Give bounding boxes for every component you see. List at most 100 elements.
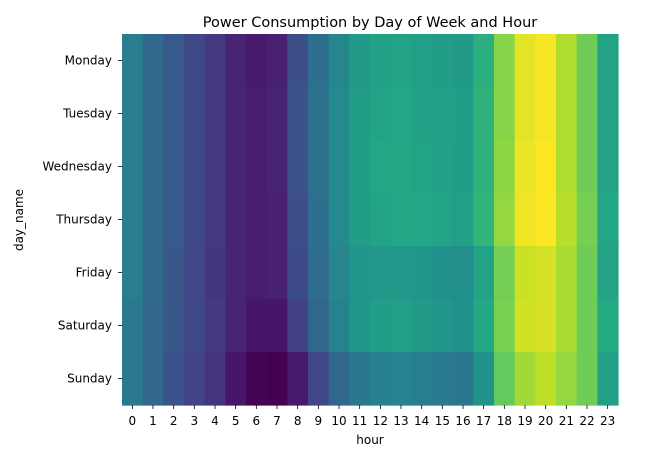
- x-tick-label: 21: [559, 414, 574, 428]
- heatmap-cell-thursday-20: [535, 193, 557, 247]
- x-tick-label: 2: [170, 414, 178, 428]
- heatmap-cell-thursday-18: [494, 193, 516, 247]
- heatmap-cell-tuesday-20: [535, 87, 557, 141]
- heatmap-cell-wednesday-16: [452, 140, 474, 194]
- heatmap-cell-sunday-5: [225, 352, 247, 406]
- heatmap-cell-monday-7: [266, 34, 288, 88]
- heatmap-cell-friday-22: [576, 246, 598, 300]
- heatmap-cell-sunday-17: [473, 352, 495, 406]
- x-tick-label: 12: [373, 414, 388, 428]
- heatmap-cell-thursday-17: [473, 193, 495, 247]
- heatmap-cell-saturday-21: [556, 299, 578, 353]
- heatmap-cell-sunday-15: [432, 352, 454, 406]
- heatmap-cell-saturday-23: [597, 299, 619, 353]
- heatmap-cell-wednesday-11: [349, 140, 371, 194]
- heatmap-cell-friday-5: [225, 246, 247, 300]
- x-tick-label: 0: [129, 414, 137, 428]
- heatmap-cell-wednesday-23: [597, 140, 619, 194]
- heatmap-cell-tuesday-5: [225, 87, 247, 141]
- heatmap-cell-friday-18: [494, 246, 516, 300]
- heatmap-cell-thursday-19: [514, 193, 536, 247]
- x-tick-label: 23: [600, 414, 615, 428]
- heatmap-cell-saturday-22: [576, 299, 598, 353]
- heatmap-cell-wednesday-5: [225, 140, 247, 194]
- heatmap-cell-friday-1: [142, 246, 164, 300]
- heatmap-cell-monday-16: [452, 34, 474, 88]
- y-tick-label: Thursday: [55, 213, 112, 227]
- x-tick-label: 15: [435, 414, 450, 428]
- heatmap-cell-friday-20: [535, 246, 557, 300]
- heatmap-cell-thursday-22: [576, 193, 598, 247]
- heatmap-cell-wednesday-22: [576, 140, 598, 194]
- heatmap-cell-friday-4: [204, 246, 226, 300]
- heatmap-cell-wednesday-12: [370, 140, 392, 194]
- heatmap-cell-thursday-7: [266, 193, 288, 247]
- heatmap-cell-friday-11: [349, 246, 371, 300]
- heatmap-cell-saturday-20: [535, 299, 557, 353]
- heatmap-cell-thursday-1: [142, 193, 164, 247]
- heatmap-cell-wednesday-10: [328, 140, 350, 194]
- x-tick-label: 17: [476, 414, 491, 428]
- heatmap-cell-saturday-7: [266, 299, 288, 353]
- heatmap-cell-monday-12: [370, 34, 392, 88]
- heatmap-cell-thursday-15: [432, 193, 454, 247]
- heatmap-cell-sunday-9: [308, 352, 330, 406]
- heatmap-cell-saturday-12: [370, 299, 392, 353]
- heatmap-cell-tuesday-9: [308, 87, 330, 141]
- heatmap-cell-tuesday-4: [204, 87, 226, 141]
- heatmap-cell-sunday-19: [514, 352, 536, 406]
- heatmap-cell-saturday-11: [349, 299, 371, 353]
- heatmap-cell-thursday-3: [184, 193, 206, 247]
- heatmap-cell-saturday-13: [390, 299, 412, 353]
- x-tick-label: 4: [211, 414, 219, 428]
- heatmap-cell-wednesday-17: [473, 140, 495, 194]
- heatmap-cell-thursday-5: [225, 193, 247, 247]
- heatmap-cell-thursday-4: [204, 193, 226, 247]
- heatmap-cell-wednesday-2: [163, 140, 185, 194]
- heatmap-cell-tuesday-7: [266, 87, 288, 141]
- heatmap-cell-monday-14: [411, 34, 433, 88]
- heatmap-cell-thursday-13: [390, 193, 412, 247]
- heatmap-cell-thursday-10: [328, 193, 350, 247]
- heatmap-cell-friday-9: [308, 246, 330, 300]
- heatmap-cell-wednesday-20: [535, 140, 557, 194]
- heatmap-cell-thursday-16: [452, 193, 474, 247]
- heatmap-cell-friday-19: [514, 246, 536, 300]
- heatmap-cell-sunday-3: [184, 352, 206, 406]
- heatmap-cell-sunday-10: [328, 352, 350, 406]
- heatmap-cell-wednesday-9: [308, 140, 330, 194]
- heatmap-cell-sunday-22: [576, 352, 598, 406]
- heatmap-cell-sunday-21: [556, 352, 578, 406]
- heatmap-cell-saturday-5: [225, 299, 247, 353]
- heatmap-cell-thursday-14: [411, 193, 433, 247]
- heatmap-cell-tuesday-21: [556, 87, 578, 141]
- heatmap-cell-wednesday-8: [287, 140, 309, 194]
- y-tick-label: Saturday: [58, 319, 112, 333]
- heatmap-cell-saturday-14: [411, 299, 433, 353]
- heatmap-cell-saturday-17: [473, 299, 495, 353]
- heatmap-cell-saturday-0: [122, 299, 144, 353]
- y-tick-label: Sunday: [67, 372, 112, 386]
- heatmap-cell-wednesday-4: [204, 140, 226, 194]
- heatmap-cell-tuesday-12: [370, 87, 392, 141]
- heatmap-cell-tuesday-13: [390, 87, 412, 141]
- heatmap-cell-saturday-16: [452, 299, 474, 353]
- heatmap-cell-sunday-1: [142, 352, 164, 406]
- heatmap-cell-tuesday-19: [514, 87, 536, 141]
- heatmap-cell-monday-1: [142, 34, 164, 88]
- heatmap-cell-friday-13: [390, 246, 412, 300]
- y-axis-label: day_name: [12, 189, 26, 251]
- chart-title: Power Consumption by Day of Week and Hou…: [203, 15, 538, 31]
- x-tick-label: 19: [517, 414, 532, 428]
- heatmap-cell-saturday-1: [142, 299, 164, 353]
- heatmap-cell-friday-7: [266, 246, 288, 300]
- heatmap-cell-monday-3: [184, 34, 206, 88]
- heatmap-cell-monday-21: [556, 34, 578, 88]
- heatmap-cell-tuesday-16: [452, 87, 474, 141]
- heatmap-cell-monday-4: [204, 34, 226, 88]
- heatmap-cell-friday-0: [122, 246, 144, 300]
- heatmap-cell-saturday-3: [184, 299, 206, 353]
- heatmap-cell-friday-12: [370, 246, 392, 300]
- heatmap-cell-friday-17: [473, 246, 495, 300]
